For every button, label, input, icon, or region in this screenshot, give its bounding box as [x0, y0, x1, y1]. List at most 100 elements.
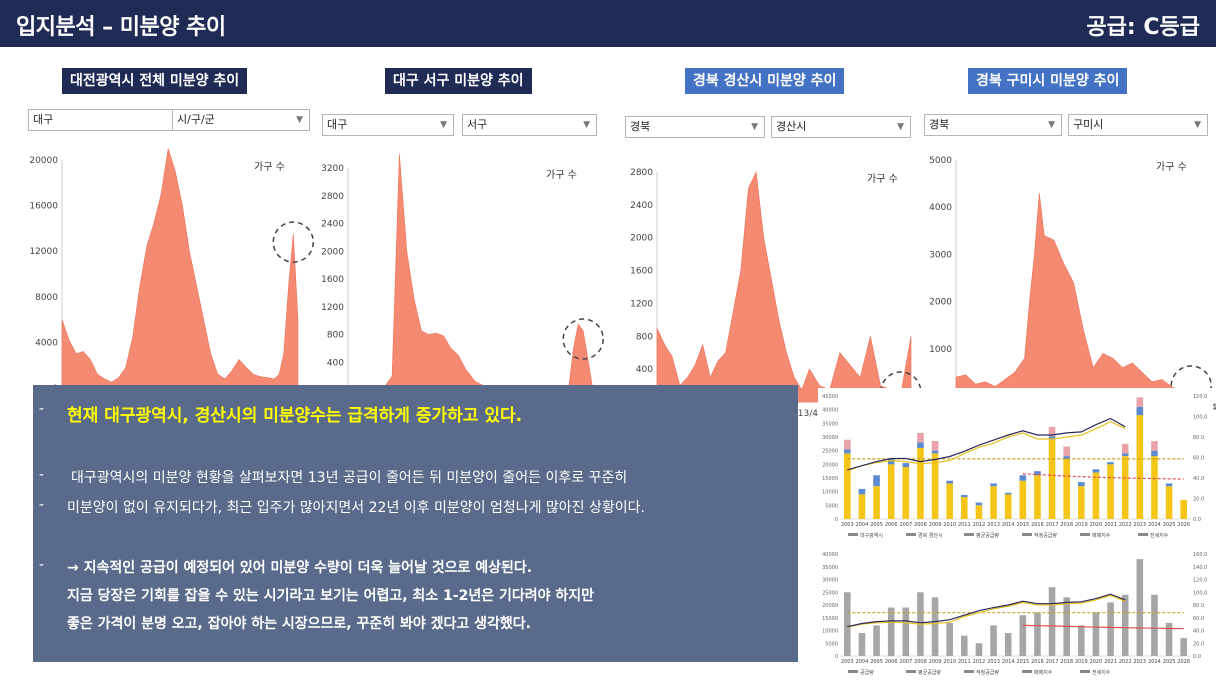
bar-대구광역시 [1019, 480, 1027, 519]
bar-경북 경산시 [917, 442, 924, 448]
x-tick-label: 2011 [958, 522, 971, 528]
y-tick-label: 25000 [822, 449, 838, 455]
x-tick-label: 2020 [1090, 659, 1103, 665]
district-select[interactable]: 서구 ▼ [462, 114, 597, 136]
line-적정공급량 [1022, 473, 1184, 480]
x-tick-label: 2013/4 [786, 409, 818, 419]
note-line: 대구광역시의 미분양 현황을 살펴보자면 13년 공급이 줄어든 뒤 미분양이 … [71, 470, 628, 486]
x-tick-label: 2005 [870, 659, 883, 665]
bar-경북 경산시 [873, 475, 880, 487]
y-tick-label: 15000 [822, 476, 838, 482]
bar-공급량 [946, 622, 953, 656]
bar-대구광역시 [1063, 458, 1070, 519]
region-select[interactable]: 경북 ▼ [625, 116, 765, 138]
unsold-area-chart: 04008001200160020002400280032002003/1220… [321, 154, 609, 407]
legend-label: 평균공급량 [918, 669, 941, 676]
region-select[interactable]: 대구▼ [28, 109, 189, 131]
dropdown-arrow-icon: ▼ [1048, 120, 1055, 130]
x-tick-label: 2018 [1060, 659, 1073, 665]
legend-swatch [906, 670, 916, 673]
bar-대구광역시 [917, 447, 924, 519]
x-tick-label: 2026 [1177, 522, 1190, 528]
supply-index-chart-1: 0 5000 10000 15000 20000 25000 30000 35000 40000… [818, 388, 1213, 543]
x-tick-label: 2007 [899, 522, 912, 528]
x-tick-label: 2023 [1133, 522, 1146, 528]
bar-공급량 [1078, 625, 1085, 656]
legend-swatch [1080, 533, 1090, 536]
legend-swatch [1138, 533, 1148, 536]
x-tick-label: 2012 [973, 522, 986, 528]
y-tick-label: 16000 [29, 202, 58, 212]
dropdown-arrow-icon: ▼ [440, 120, 447, 130]
x-tick-label: 2006 [885, 522, 898, 528]
region-select[interactable]: 대구▼ [322, 114, 454, 136]
bar-highlight-segment [1048, 426, 1056, 437]
bar-대구광역시 [1180, 499, 1187, 519]
bar-대구광역시 [902, 467, 910, 519]
x-tick-label: 2025 [1163, 659, 1176, 665]
supply-grade: 공급: C등급 [1086, 15, 1200, 40]
line-전세지수 [847, 593, 1126, 628]
select-value: 경북 [630, 120, 651, 133]
bar-공급량 [902, 607, 910, 656]
x-tick-label: 2015 [1016, 659, 1029, 665]
bar-경북 경산시 [1004, 492, 1012, 495]
unit-label: 가구 수 [546, 169, 577, 181]
bar-경북 경산시 [961, 494, 968, 498]
bar-공급량 [1151, 594, 1158, 656]
x-tick-label: 2022 [1119, 522, 1132, 528]
y2-tick-label: 20.0 [1193, 497, 1204, 503]
y-tick-label: 30000 [822, 435, 838, 441]
bar-대구광역시 [1121, 456, 1129, 519]
line-매매지수 [847, 594, 1126, 628]
y-tick-label: 1600 [630, 267, 653, 277]
legend-label: 공급량 [860, 669, 874, 676]
bar-공급량 [1092, 612, 1100, 656]
y2-tick-label: 20.0 [1193, 641, 1204, 647]
x-tick-label: 2019 [1075, 659, 1088, 665]
bar-대구광역시 [946, 483, 953, 519]
bar-공급량 [1034, 612, 1041, 656]
highlight-circle [562, 318, 604, 360]
bar-공급량 [887, 607, 895, 656]
x-tick-label: 2020 [1090, 522, 1103, 528]
district-select[interactable]: 시/구/군 ▼ [172, 109, 310, 131]
x-tick-label: 2017 [1046, 522, 1059, 528]
note-line: 좋은 가격이 분명 오고, 잡아야 하는 시장으므로, 꾸준히 봐야 겠다고 생… [67, 616, 531, 632]
x-tick-label: 2024 [1148, 659, 1161, 665]
select-value: 경산시 [776, 120, 807, 133]
note-line: → 지속적인 공급이 예정되어 있어 미분양 수량이 더욱 늘어날 것으로 예상… [67, 560, 533, 576]
x-tick-label: 2017 [1046, 659, 1059, 665]
legend-label: 매매지수 [1034, 669, 1053, 676]
y2-tick-label: 140.0 [1193, 565, 1207, 571]
y-tick-label: 25000 [822, 590, 838, 596]
bar-대구광역시 [1107, 464, 1114, 519]
bar-공급량 [961, 635, 968, 656]
bar-경북 경산시 [1019, 475, 1027, 481]
dropdown-arrow-icon: ▼ [296, 115, 303, 125]
y-tick-label: 800 [636, 332, 653, 342]
y-tick-label: 20000 [822, 462, 838, 468]
y-tick-label: 10000 [822, 629, 838, 635]
y2-tick-label: 80.0 [1193, 603, 1204, 609]
y-tick-label: 1200 [630, 299, 653, 309]
x-tick-label: 2008 [914, 522, 927, 528]
legend-swatch [1022, 533, 1032, 536]
bar-경북 경산시 [1121, 453, 1129, 457]
y-tick-label: 400 [636, 365, 653, 375]
bar-경북 경산시 [1107, 462, 1114, 465]
district-select[interactable]: 경산시 ▼ [771, 116, 911, 138]
bar-경북 경산시 [902, 462, 910, 468]
panel-title: 경북 경산시 미분양 추이 [685, 68, 845, 94]
y-tick-label: 3000 [929, 250, 952, 260]
bar-공급량 [1048, 587, 1056, 656]
district-select[interactable]: 구미시 ▼ [1068, 114, 1208, 136]
bar-highlight-segment [1151, 441, 1158, 451]
region-select[interactable]: 경북 ▼ [924, 114, 1062, 136]
x-tick-label: 2013 [987, 659, 1000, 665]
y-tick-label: 2800 [321, 192, 344, 202]
bar-공급량 [858, 633, 866, 656]
bar-공급량 [1180, 638, 1187, 656]
bar-대구광역시 [1004, 494, 1012, 519]
bar-대구광역시 [858, 494, 866, 519]
